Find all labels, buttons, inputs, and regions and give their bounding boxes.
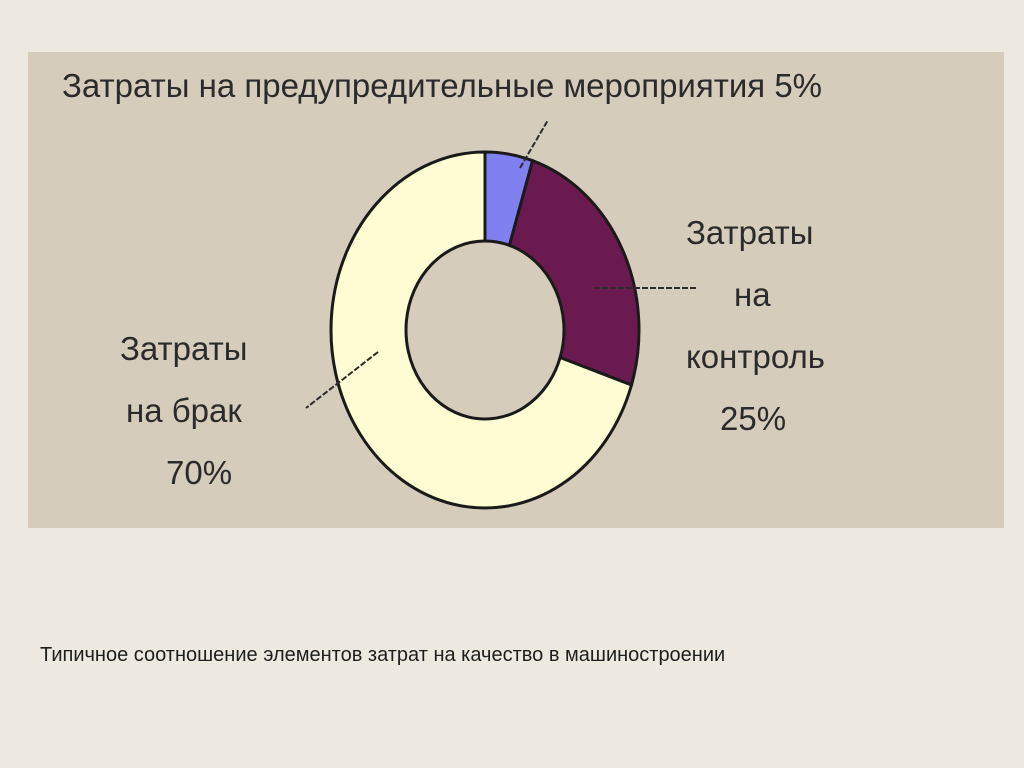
leader-line-prevention bbox=[519, 119, 549, 169]
donut-chart bbox=[305, 119, 696, 510]
slice-control bbox=[507, 158, 641, 387]
donut-chart-panel: Затраты на предупредительные мероприятия… bbox=[28, 52, 1004, 528]
label-control-line-4: 25% bbox=[720, 400, 787, 437]
chart-caption: Типичное соотношение элементов затрат на… bbox=[40, 644, 726, 666]
label-defects: Затраты на брак 70% bbox=[120, 318, 248, 504]
label-defects-line-1: Затраты bbox=[120, 330, 248, 367]
label-control-line-1: Затраты bbox=[686, 214, 814, 251]
label-control: Затраты на контроль 25% bbox=[686, 202, 825, 450]
label-prevention: Затраты на предупредительные мероприятия… bbox=[62, 66, 822, 106]
label-defects-line-3: 70% bbox=[166, 454, 233, 491]
leader-line-defects bbox=[305, 351, 379, 409]
label-defects-line-2: на брак bbox=[126, 392, 242, 429]
label-prevention-line-1: Затраты на предупредительные мероприятия… bbox=[62, 67, 823, 104]
label-control-line-3: контроль bbox=[686, 338, 825, 375]
slice-defects bbox=[329, 150, 634, 510]
label-control-line-2: на bbox=[734, 276, 771, 313]
